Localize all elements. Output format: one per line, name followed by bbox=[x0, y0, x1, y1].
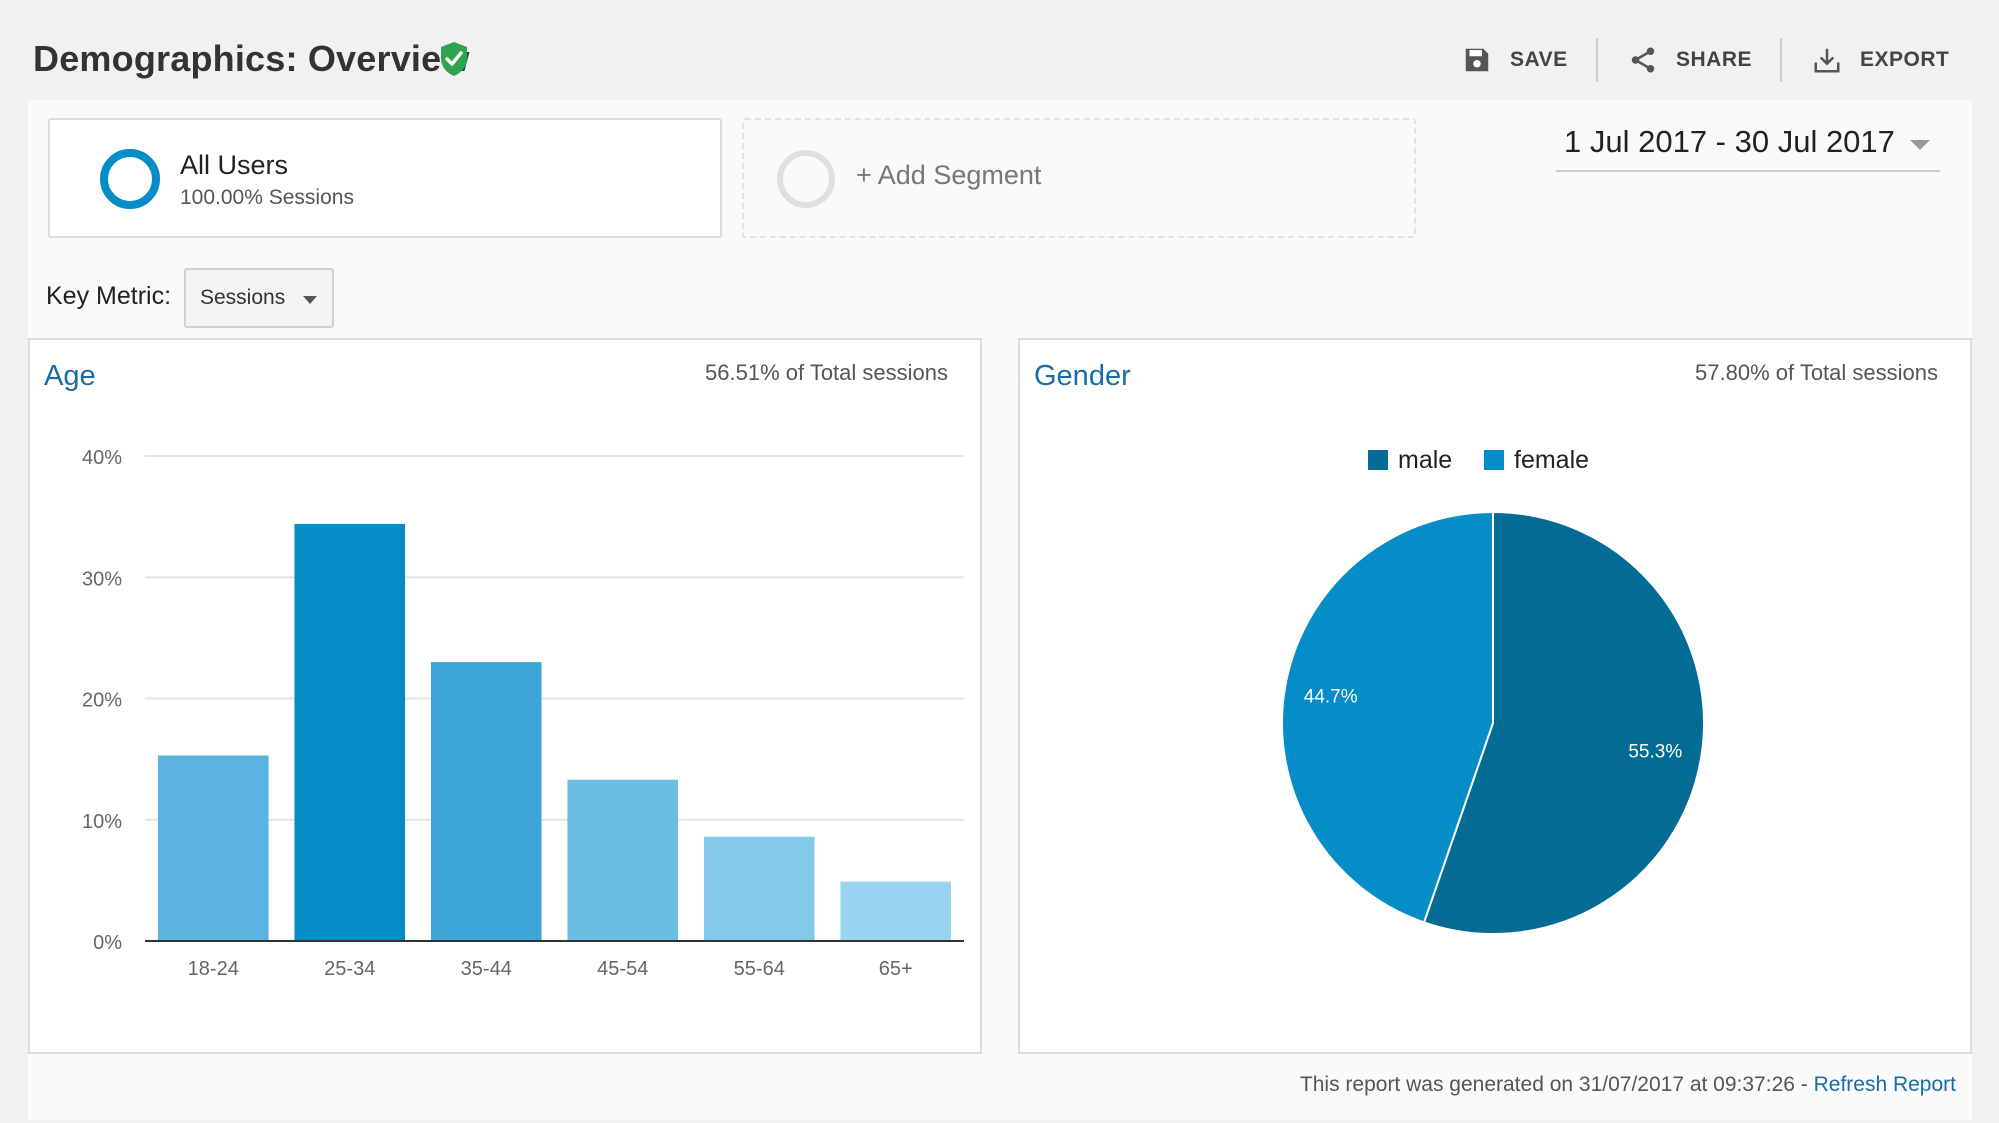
key-metric-select[interactable]: Sessions bbox=[184, 268, 334, 328]
shield-check-icon bbox=[441, 42, 467, 76]
save-label: SAVE bbox=[1510, 48, 1568, 71]
chevron-down-icon bbox=[1910, 140, 1930, 150]
age-chart-card: Age 56.51% of Total sessions 0% 10% 20% 30%… bbox=[28, 338, 982, 1054]
save-button[interactable]: SAVE bbox=[1462, 38, 1568, 82]
add-segment-label: + Add Segment bbox=[856, 160, 1042, 190]
x-tick-label: 65+ bbox=[879, 958, 913, 980]
report-generated-text: This report was generated on 31/07/2017 … bbox=[1299, 1073, 1814, 1096]
legend-label: female bbox=[1514, 446, 1589, 474]
export-label: EXPORT bbox=[1860, 48, 1950, 71]
legend-label: male bbox=[1398, 446, 1452, 474]
share-label: SHARE bbox=[1676, 48, 1753, 71]
toolbar-divider bbox=[1780, 38, 1782, 82]
x-tick-label: 18-24 bbox=[188, 958, 239, 980]
report-footer: This report was generated on 31/07/2017 … bbox=[1300, 1073, 1956, 1097]
x-tick-label: 25-34 bbox=[324, 958, 375, 980]
x-tick-label: 55-64 bbox=[734, 958, 785, 980]
gender-pie-chart: male female 55.3% 44.7% bbox=[1281, 446, 1705, 935]
empty-segment-ring-icon bbox=[777, 150, 835, 208]
segment-all-users[interactable]: All Users 100.00% Sessions bbox=[48, 118, 722, 238]
age-bar bbox=[840, 881, 952, 941]
pie-slice bbox=[1422, 510, 1705, 935]
gender-chart-card: Gender 57.80% of Total sessions male fema… bbox=[1018, 338, 1972, 1054]
age-bar bbox=[430, 662, 542, 941]
y-tick-label: 0% bbox=[93, 932, 122, 954]
export-icon bbox=[1814, 48, 1840, 73]
save-icon bbox=[1465, 48, 1489, 72]
date-range-picker[interactable]: 1 Jul 2017 - 30 Jul 2017 bbox=[1556, 120, 1940, 172]
age-bar-chart: 0% 10% 20% 30% 40% 18-24 25-34 35-44 45-54 55-64 6… bbox=[82, 447, 964, 980]
slice-label: 55.3% bbox=[1628, 741, 1682, 762]
segment-sessions: 100.00% Sessions bbox=[180, 186, 354, 209]
segment-ring-icon bbox=[100, 149, 160, 209]
refresh-report-link[interactable]: Refresh Report bbox=[1813, 1073, 1956, 1096]
key-metric-value: Sessions bbox=[200, 286, 286, 309]
age-bar bbox=[703, 836, 815, 941]
report-toolbar: SAVE SHARE EXPORT bbox=[0, 38, 1999, 82]
y-tick-label: 20% bbox=[82, 690, 122, 712]
age-bar bbox=[294, 523, 406, 941]
main-panel: All Users 100.00% Sessions + Add Segment… bbox=[28, 100, 1972, 1120]
legend-swatch bbox=[1484, 450, 1504, 470]
legend-swatch bbox=[1368, 450, 1388, 470]
page-title: Demographics: Overview bbox=[33, 38, 470, 79]
age-bar bbox=[157, 755, 269, 941]
age-card-title[interactable]: Age bbox=[44, 360, 96, 392]
y-tick-label: 40% bbox=[82, 447, 122, 469]
segment-name: All Users bbox=[180, 150, 289, 180]
y-tick-label: 10% bbox=[82, 811, 122, 833]
export-button[interactable]: EXPORT bbox=[1812, 38, 1949, 82]
age-total-share: 56.51% of Total sessions bbox=[705, 360, 948, 385]
pie-slice bbox=[1281, 510, 1494, 924]
page-header: Demographics: Overview SAVE SHARE bbox=[0, 0, 1999, 100]
gender-card-title[interactable]: Gender bbox=[1034, 360, 1131, 392]
key-metric-label: Key Metric: bbox=[46, 282, 172, 310]
x-tick-label: 35-44 bbox=[461, 958, 512, 980]
age-bar bbox=[567, 779, 679, 941]
x-tick-label: 45-54 bbox=[597, 958, 648, 980]
chevron-down-icon bbox=[303, 296, 317, 304]
gender-total-share: 57.80% of Total sessions bbox=[1695, 360, 1938, 385]
toolbar-divider bbox=[1596, 38, 1598, 82]
y-tick-label: 30% bbox=[82, 568, 122, 590]
add-segment-button[interactable]: + Add Segment bbox=[742, 118, 1416, 238]
date-range-text: 1 Jul 2017 - 30 Jul 2017 bbox=[1564, 124, 1895, 159]
share-button[interactable]: SHARE bbox=[1628, 38, 1752, 82]
share-icon bbox=[1631, 47, 1655, 73]
slice-label: 44.7% bbox=[1304, 687, 1358, 708]
